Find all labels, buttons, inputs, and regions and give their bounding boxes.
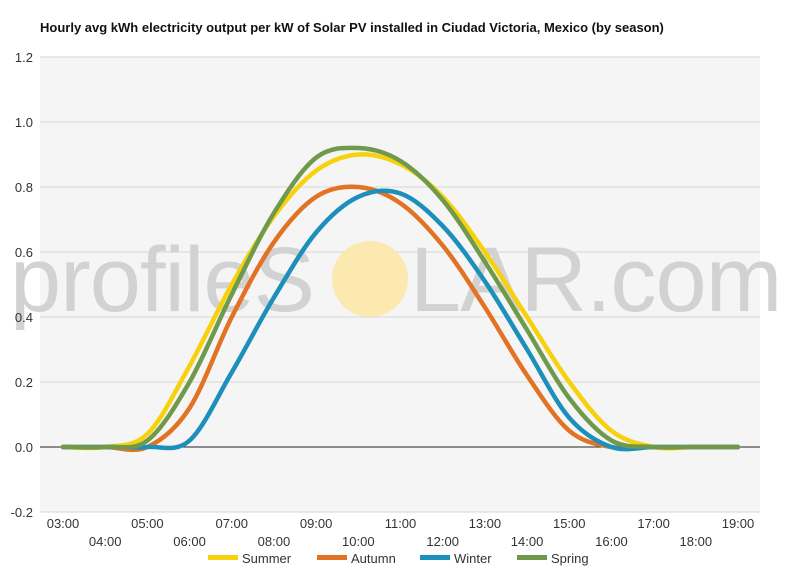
legend-item-autumn[interactable]: Autumn bbox=[317, 551, 396, 566]
legend-swatch bbox=[420, 555, 450, 560]
watermark-text-left: profileS bbox=[10, 229, 314, 331]
legend-label: Spring bbox=[551, 551, 589, 566]
series-line-summer bbox=[60, 152, 741, 451]
y-tick-label: -0.2 bbox=[11, 505, 33, 520]
x-tick-label: 15:00 bbox=[553, 516, 586, 531]
y-axis-ticks: -0.2 0.0 0.2 0.4 0.6 0.8 1.0 1.2 bbox=[11, 50, 33, 520]
x-tick-label: 05:00 bbox=[131, 516, 164, 531]
legend-swatch bbox=[208, 555, 238, 560]
gridlines bbox=[40, 56, 760, 513]
legend-swatch bbox=[317, 555, 347, 560]
x-tick-label: 16:00 bbox=[595, 534, 628, 549]
y-tick-label: 0.8 bbox=[15, 180, 33, 195]
legend-item-summer[interactable]: Summer bbox=[208, 551, 292, 566]
x-tick-label: 18:00 bbox=[680, 534, 713, 549]
x-tick-label: 08:00 bbox=[258, 534, 291, 549]
watermark: profileS LAR.com bbox=[10, 229, 782, 331]
y-tick-label: 0.6 bbox=[15, 245, 33, 260]
x-tick-label: 06:00 bbox=[173, 534, 206, 549]
legend-item-winter[interactable]: Winter bbox=[420, 551, 492, 566]
x-tick-label: 13:00 bbox=[469, 516, 502, 531]
legend-label: Autumn bbox=[351, 551, 396, 566]
chart-title: Hourly avg kWh electricity output per kW… bbox=[40, 20, 664, 35]
x-tick-label: 03:00 bbox=[47, 516, 80, 531]
x-tick-label: 11:00 bbox=[385, 516, 417, 531]
x-tick-label: 04:00 bbox=[89, 534, 122, 549]
y-tick-label: 0.0 bbox=[15, 440, 33, 455]
x-tick-label: 19:00 bbox=[722, 516, 755, 531]
x-tick-label: 09:00 bbox=[300, 516, 333, 531]
legend-label: Summer bbox=[242, 551, 292, 566]
series-line-winter bbox=[60, 188, 741, 452]
legend[interactable]: Summer Autumn Winter Spring bbox=[208, 551, 589, 566]
x-tick-label: 14:00 bbox=[511, 534, 544, 549]
x-axis-ticks: 03:00 05:00 07:00 09:00 11:00 13:00 15:00 17:00… bbox=[47, 516, 755, 549]
x-tick-label: 07:00 bbox=[215, 516, 248, 531]
watermark-text-right: LAR.com bbox=[410, 229, 781, 331]
x-tick-label: 12:00 bbox=[426, 534, 459, 549]
y-tick-label: 1.0 bbox=[15, 115, 33, 130]
x-tick-label: 17:00 bbox=[637, 516, 670, 531]
y-tick-label: 1.2 bbox=[15, 50, 33, 65]
legend-swatch bbox=[517, 555, 547, 560]
legend-label: Winter bbox=[454, 551, 492, 566]
y-tick-label: 0.2 bbox=[15, 375, 33, 390]
legend-item-spring[interactable]: Spring bbox=[517, 551, 589, 566]
x-tick-label: 10:00 bbox=[342, 534, 375, 549]
series-lines bbox=[60, 145, 741, 453]
series-line-spring bbox=[60, 145, 741, 450]
y-tick-label: 0.4 bbox=[15, 310, 33, 325]
watermark-sun-icon bbox=[332, 241, 408, 317]
